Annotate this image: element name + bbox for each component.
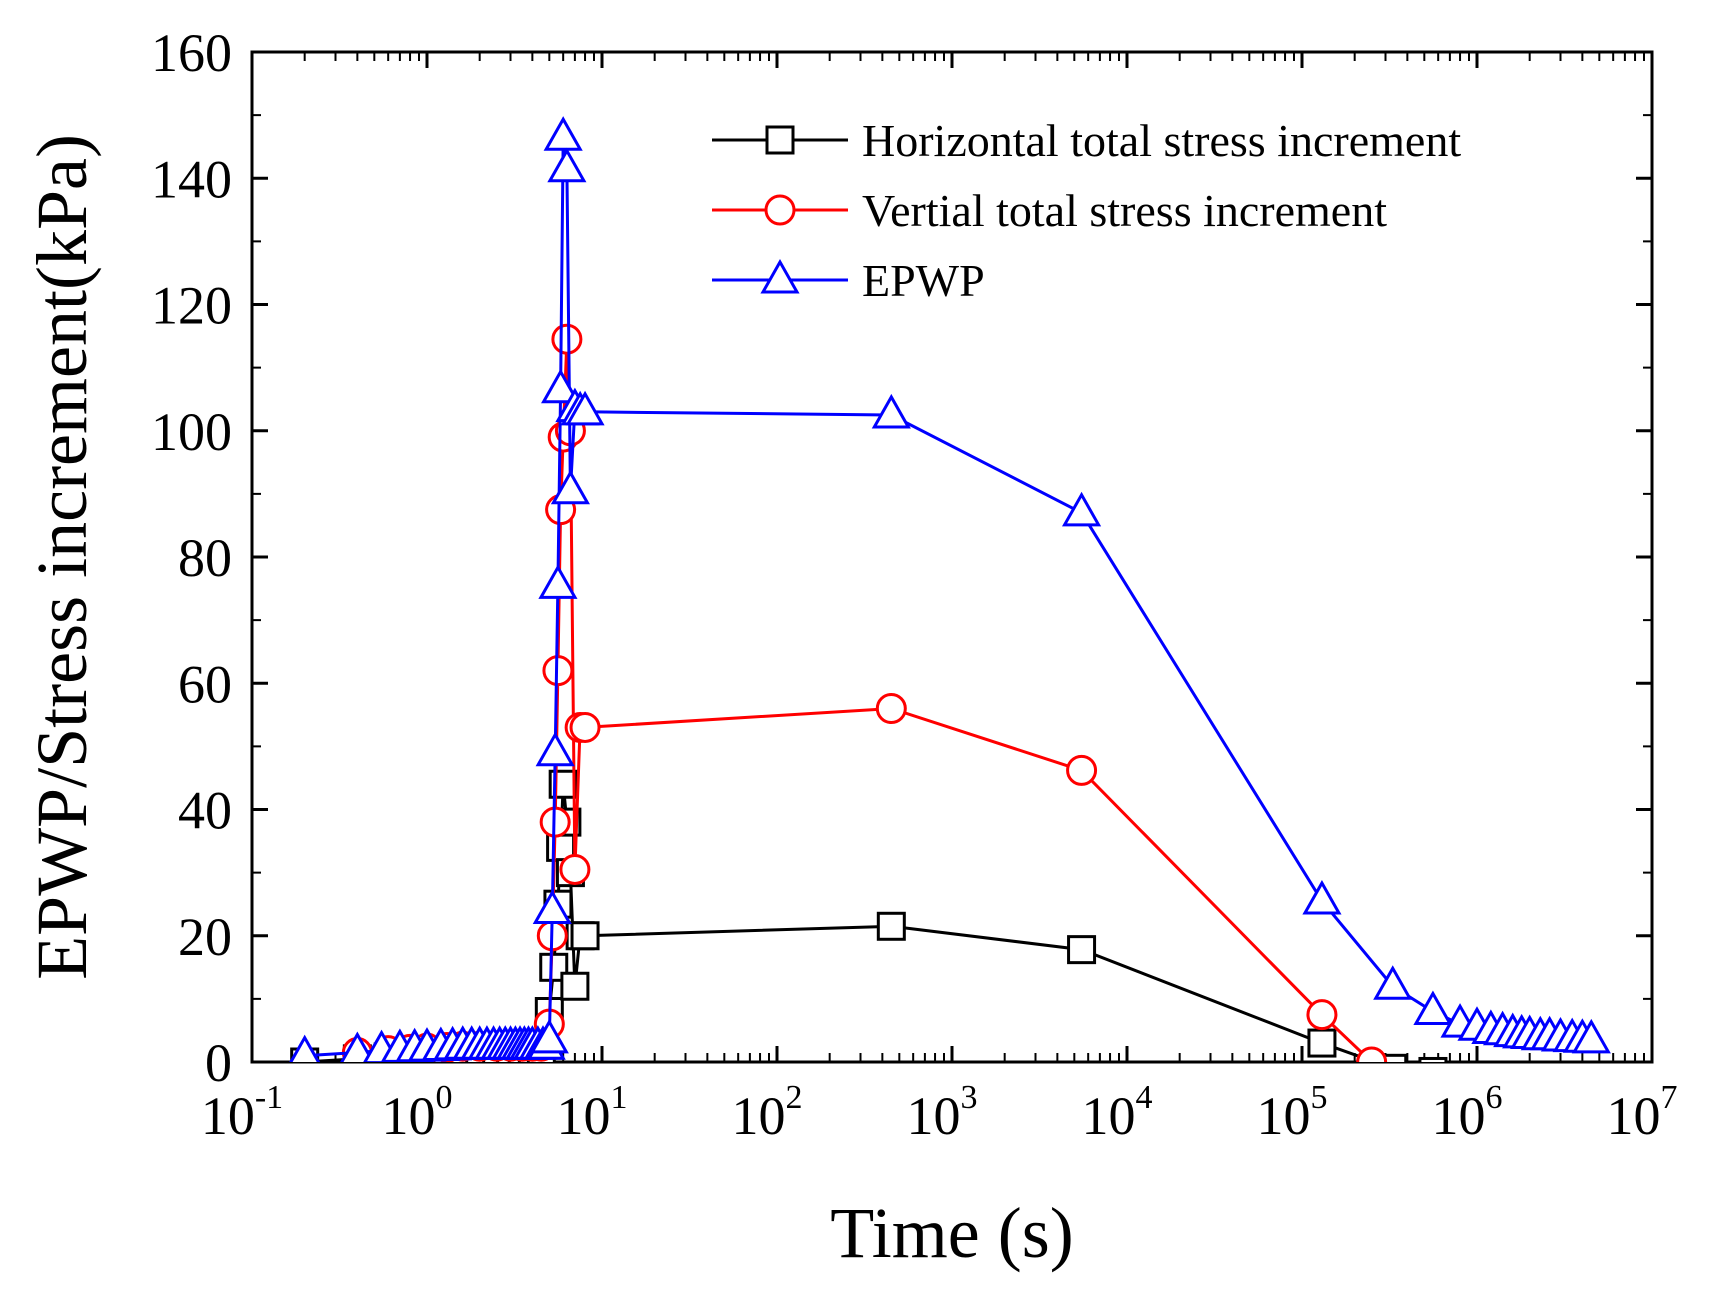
data-point — [1356, 1046, 1388, 1062]
x-tick-exponent: -1 — [255, 1079, 283, 1116]
legend-item: Vertial total stress increment — [712, 185, 1387, 236]
legend-label: Horizontal total stress increment — [862, 115, 1461, 166]
data-point — [538, 564, 578, 599]
series-triangle — [289, 116, 1611, 1062]
data-point — [871, 393, 911, 429]
data-point — [569, 711, 601, 743]
x-tick-base: 10 — [1082, 1086, 1136, 1146]
y-tick-label: 160 — [151, 23, 232, 83]
legend-marker — [764, 194, 796, 226]
data-point — [570, 921, 600, 951]
legend-label: EPWP — [862, 255, 985, 306]
data-point — [340, 1031, 375, 1062]
x-tick-base: 10 — [382, 1086, 436, 1146]
y-tick-label: 120 — [151, 276, 232, 336]
y-tick-label: 100 — [151, 402, 232, 462]
x-tick-base: 10 — [1607, 1086, 1661, 1146]
data-point — [1067, 935, 1097, 965]
x-tick-label: 100 — [382, 1079, 453, 1146]
data-point — [876, 911, 906, 941]
x-tick-exponent: 5 — [1311, 1079, 1328, 1116]
data-point — [532, 889, 572, 924]
data-point — [535, 731, 575, 767]
y-tick-label: 20 — [178, 907, 232, 967]
series-layer — [289, 116, 1611, 1062]
y-tick-label: 140 — [151, 149, 232, 209]
y-tick-label: 60 — [178, 654, 232, 714]
legend-marker — [760, 258, 800, 294]
y-axis-title: EPWP/Stress increment(kPa) — [22, 134, 102, 980]
data-point — [551, 323, 583, 355]
series-line — [304, 784, 1380, 1062]
data-point — [560, 971, 590, 1001]
data-point — [1066, 754, 1098, 786]
x-tick-exponent: 6 — [1486, 1079, 1503, 1116]
x-tick-base: 10 — [201, 1086, 255, 1146]
x-tick-label: 101 — [557, 1079, 628, 1146]
data-point — [1571, 1018, 1611, 1054]
data-point — [289, 1034, 321, 1062]
data-point — [547, 147, 587, 183]
series-circle — [341, 323, 1388, 1062]
x-tick-base: 10 — [732, 1086, 786, 1146]
x-tick-label: 104 — [1082, 1079, 1153, 1146]
data-point — [1378, 1053, 1408, 1062]
x-tick-exponent: 0 — [436, 1079, 453, 1116]
data-point — [529, 1018, 569, 1054]
legend-item: Horizontal total stress increment — [712, 115, 1461, 166]
x-tick-label: 102 — [732, 1079, 803, 1146]
data-point — [875, 693, 907, 724]
data-point — [543, 116, 583, 151]
series-line — [357, 339, 1373, 1062]
data-point — [1413, 990, 1453, 1025]
x-axis-title: Time (s) — [830, 1193, 1073, 1273]
x-tick-exponent: 1 — [611, 1079, 628, 1116]
data-point — [1061, 491, 1102, 527]
y-tick-label: 0 — [205, 1033, 232, 1093]
x-tick-base: 10 — [1257, 1086, 1311, 1146]
x-tick-base: 10 — [1432, 1086, 1486, 1146]
x-tick-base: 10 — [907, 1086, 961, 1146]
x-tick-label: 107 — [1607, 1079, 1678, 1146]
x-tick-label: 10-1 — [201, 1079, 283, 1146]
data-point — [539, 952, 569, 982]
data-point — [1302, 879, 1342, 915]
x-tick-label: 105 — [1257, 1079, 1328, 1146]
data-point — [1418, 1056, 1448, 1062]
data-point — [541, 368, 581, 404]
x-tick-exponent: 3 — [961, 1079, 978, 1116]
data-point — [550, 469, 590, 505]
x-tick-exponent: 7 — [1661, 1079, 1678, 1116]
legend-label: Vertial total stress increment — [862, 185, 1387, 236]
data-point — [559, 853, 591, 885]
data-point — [1306, 999, 1338, 1031]
x-tick-label: 106 — [1432, 1079, 1503, 1146]
data-point — [1373, 965, 1413, 1000]
legend: Horizontal total stress increment Vertial… — [712, 115, 1461, 306]
x-tick-exponent: 2 — [786, 1079, 803, 1116]
ticks-layer: 10-1 100 101 102 103 104 105 106 107020406080100… — [151, 23, 1678, 1146]
y-tick-label: 40 — [178, 781, 232, 841]
legend-marker — [765, 125, 795, 155]
y-tick-label: 80 — [178, 528, 232, 588]
data-point — [565, 390, 605, 426]
x-tick-exponent: 4 — [1136, 1079, 1153, 1116]
x-tick-base: 10 — [557, 1086, 611, 1146]
data-point — [1307, 1028, 1337, 1058]
x-tick-label: 103 — [907, 1079, 978, 1146]
legend-item: EPWP — [712, 255, 985, 306]
